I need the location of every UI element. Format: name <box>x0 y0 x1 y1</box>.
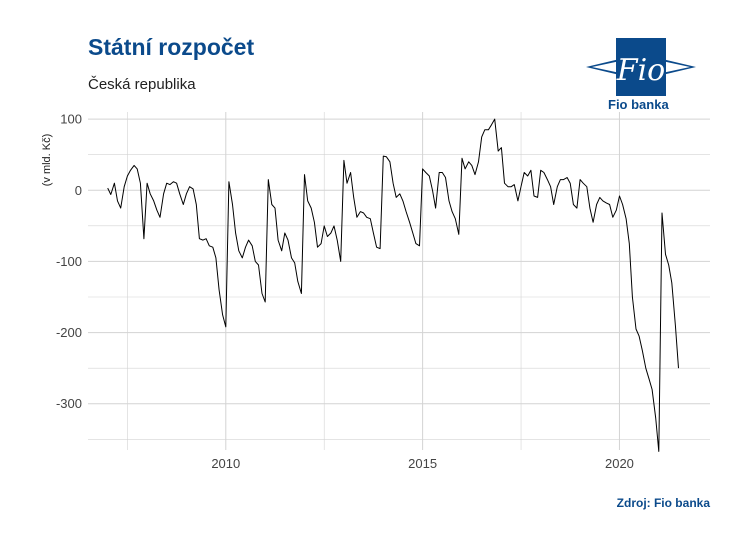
y-tick-label: -200 <box>56 325 82 340</box>
logo-text: Fio <box>616 53 665 88</box>
series-group <box>107 118 679 452</box>
x-tick-label: 2010 <box>211 456 240 471</box>
grid <box>88 112 710 450</box>
chart-title: Státní rozpočet <box>88 34 255 60</box>
x-axis-ticks: 2010 2015 2020 <box>211 456 634 471</box>
y-axis-ticks: 100 0 -100 -200 -300 <box>56 112 82 412</box>
y-tick-label: 100 <box>60 112 82 127</box>
logo-name: Fio banka <box>608 97 669 112</box>
y-axis-label: (v mld. Kč) <box>41 134 53 187</box>
y-tick-label: -300 <box>56 396 82 411</box>
chart-subtitle: Česká republika <box>88 76 196 93</box>
y-tick-label: 0 <box>75 183 82 198</box>
x-tick-label: 2015 <box>408 456 437 471</box>
x-tick-label: 2020 <box>605 456 634 471</box>
source-note: Zdroj: Fio banka <box>616 496 710 510</box>
y-tick-label: -100 <box>56 254 82 269</box>
fio-logo-icon: Fio <box>586 38 696 96</box>
series-line-0 <box>107 118 679 452</box>
